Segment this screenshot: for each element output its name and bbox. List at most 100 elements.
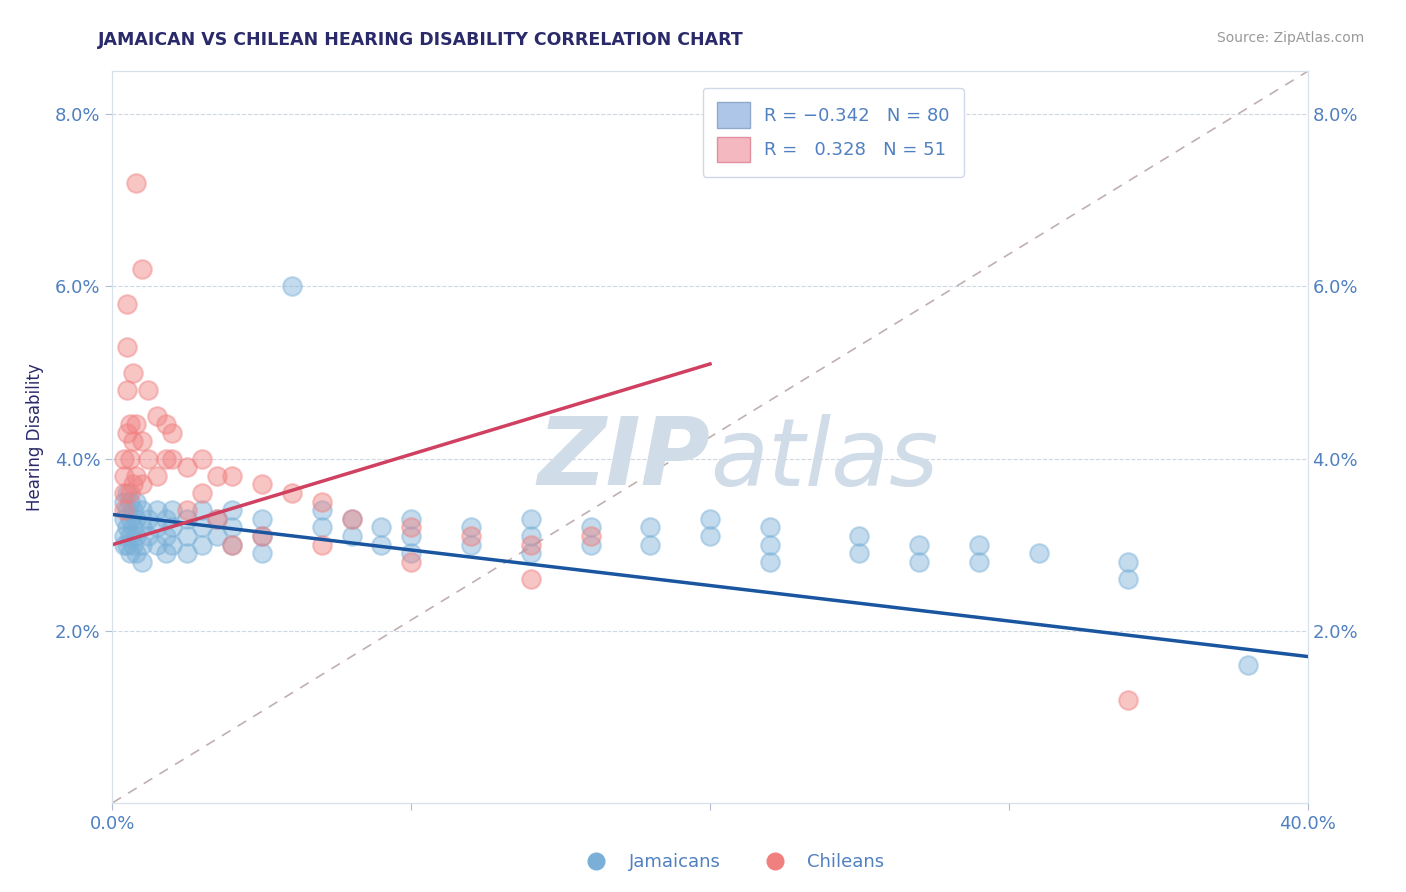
Point (125, 529, 148, 543)
Point (579, 520, 602, 534)
Point (370, 538, 392, 552)
Point (311, 494, 333, 508)
Point (122, 520, 145, 534)
Point (146, 538, 169, 552)
Point (401, 546, 423, 560)
Point (460, 538, 482, 552)
Point (460, 529, 482, 543)
Text: JAMAICAN VS CHILEAN HEARING DISABILITY CORRELATION CHART: JAMAICAN VS CHILEAN HEARING DISABILITY C… (98, 31, 744, 49)
Point (311, 520, 333, 534)
Point (520, 546, 543, 560)
Point (125, 546, 148, 560)
Point (155, 417, 177, 432)
Point (162, 538, 183, 552)
Point (117, 425, 139, 440)
Point (221, 520, 243, 534)
Point (146, 409, 169, 423)
Point (1028, 546, 1050, 560)
Legend: Jamaicans, Chileans: Jamaicans, Chileans (571, 847, 891, 879)
Point (191, 520, 214, 534)
Point (114, 503, 135, 517)
Point (401, 520, 423, 534)
Point (221, 538, 243, 552)
Point (370, 520, 392, 534)
Point (908, 555, 931, 569)
Point (138, 451, 160, 466)
Point (908, 538, 931, 552)
Point (146, 468, 169, 483)
Point (967, 538, 990, 552)
Point (125, 417, 148, 432)
Point (120, 486, 142, 500)
Point (640, 520, 662, 534)
Point (155, 529, 177, 543)
Point (114, 494, 135, 508)
Point (162, 520, 183, 534)
Legend: R = −0.342   N = 80, R =   0.328   N = 51: R = −0.342 N = 80, R = 0.328 N = 51 (703, 87, 965, 177)
Point (120, 512, 142, 526)
Point (1118, 555, 1140, 569)
Point (281, 486, 304, 500)
Point (117, 383, 139, 397)
Point (122, 538, 145, 552)
Point (848, 529, 870, 543)
Point (205, 512, 228, 526)
Point (120, 494, 142, 508)
Point (114, 468, 135, 483)
Point (176, 546, 198, 560)
Point (205, 529, 228, 543)
Point (122, 366, 145, 380)
Point (114, 529, 135, 543)
Point (120, 417, 142, 432)
Point (221, 468, 243, 483)
Point (114, 451, 135, 466)
Point (176, 460, 198, 475)
Point (117, 340, 139, 354)
Point (120, 451, 142, 466)
Point (205, 512, 228, 526)
Point (579, 538, 602, 552)
Point (138, 529, 160, 543)
Point (250, 529, 273, 543)
Point (155, 451, 177, 466)
Point (131, 538, 153, 552)
Text: atlas: atlas (710, 414, 938, 505)
Point (117, 520, 139, 534)
Y-axis label: Hearing Disability: Hearing Disability (25, 363, 44, 511)
Point (520, 529, 543, 543)
Point (191, 451, 214, 466)
Point (131, 503, 153, 517)
Point (117, 486, 139, 500)
Point (146, 503, 169, 517)
Point (221, 538, 243, 552)
Point (579, 529, 602, 543)
Point (138, 383, 160, 397)
Point (1118, 692, 1140, 706)
Point (176, 503, 198, 517)
Point (1237, 658, 1260, 673)
Point (191, 503, 214, 517)
Point (122, 477, 145, 491)
Point (117, 296, 139, 310)
Point (125, 494, 148, 508)
Point (131, 262, 153, 277)
Point (401, 555, 423, 569)
Point (1118, 572, 1140, 586)
Point (114, 486, 135, 500)
Point (125, 512, 148, 526)
Point (162, 503, 183, 517)
Point (640, 538, 662, 552)
Point (125, 468, 148, 483)
Point (120, 546, 142, 560)
Point (205, 468, 228, 483)
Point (311, 503, 333, 517)
Point (340, 512, 363, 526)
Point (340, 512, 363, 526)
Point (401, 512, 423, 526)
Point (122, 503, 145, 517)
Point (155, 546, 177, 560)
Point (146, 520, 169, 534)
Point (191, 486, 214, 500)
Text: ZIP: ZIP (537, 413, 710, 505)
Point (155, 512, 177, 526)
